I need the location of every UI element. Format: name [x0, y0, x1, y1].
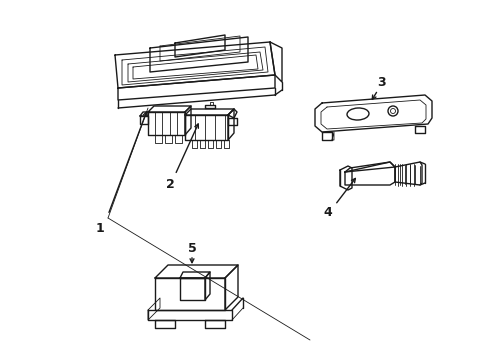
Text: 5: 5: [187, 242, 196, 255]
Text: 1: 1: [96, 221, 104, 234]
Text: 3: 3: [377, 77, 386, 90]
Text: 4: 4: [323, 207, 332, 220]
Text: 2: 2: [165, 179, 174, 192]
